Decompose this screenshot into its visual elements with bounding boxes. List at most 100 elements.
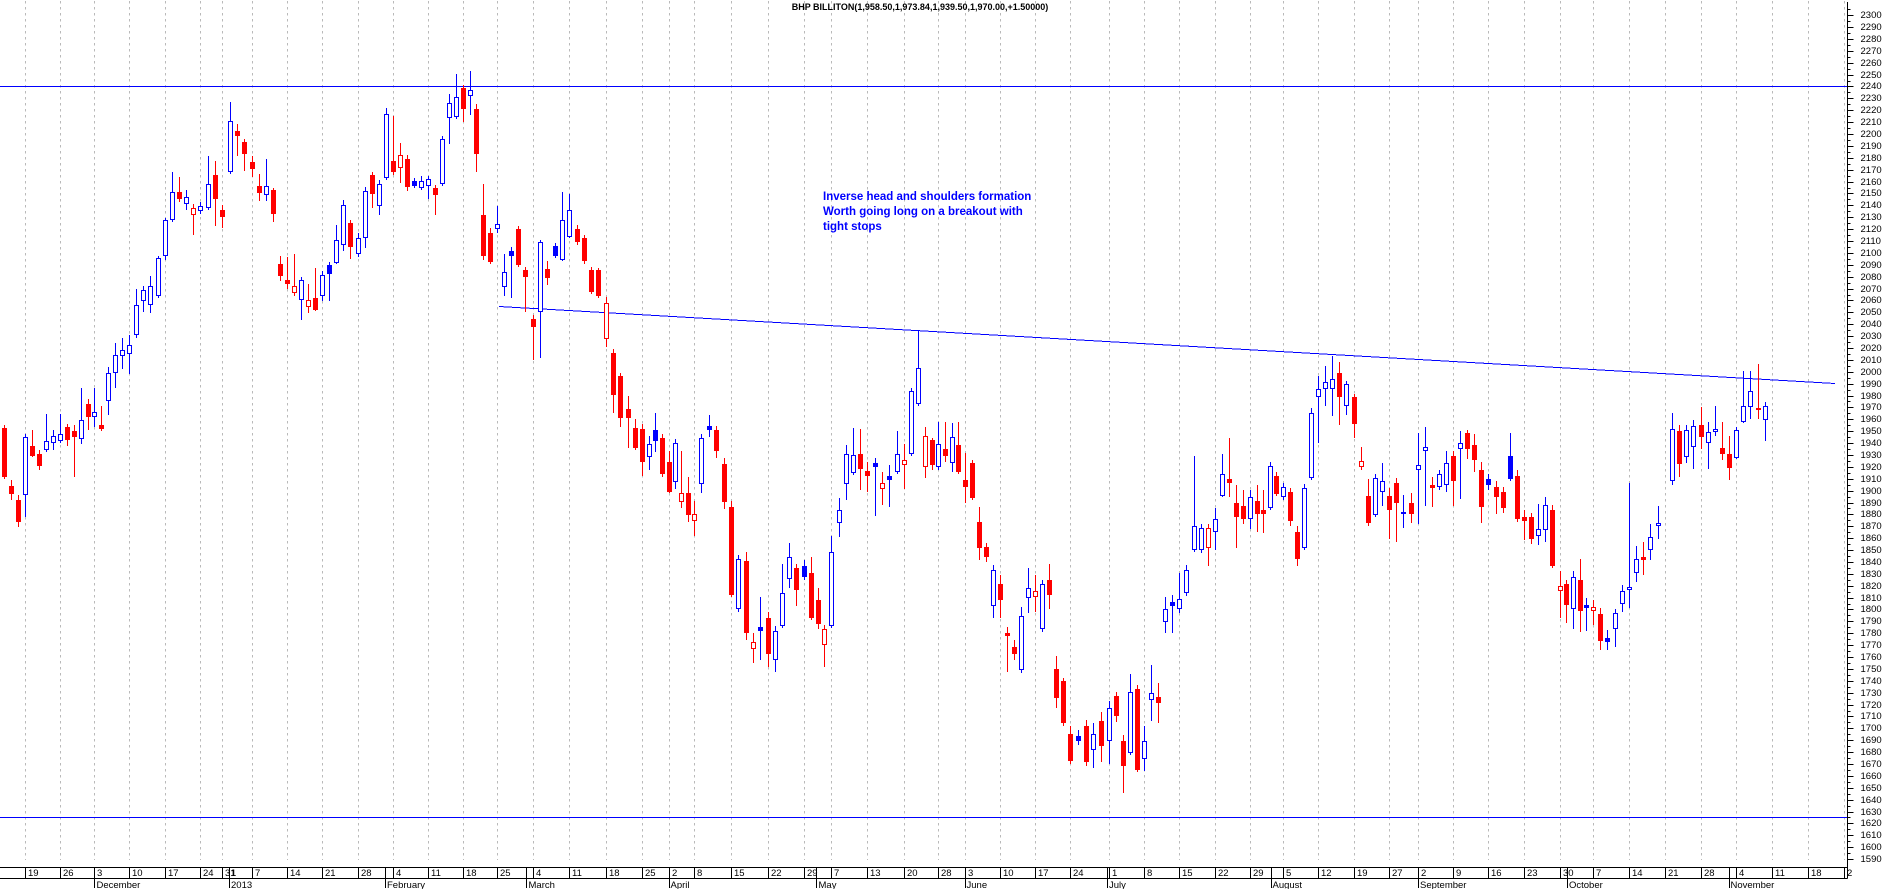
svg-text:18: 18 (609, 868, 620, 879)
svg-text:1860: 1860 (1861, 533, 1882, 544)
svg-text:7: 7 (255, 868, 260, 879)
svg-text:1: 1 (1112, 868, 1117, 879)
svg-text:1740: 1740 (1861, 676, 1882, 687)
svg-text:1590: 1590 (1861, 854, 1882, 865)
svg-text:2160: 2160 (1861, 177, 1882, 188)
svg-text:June: June (967, 880, 988, 889)
svg-text:1950: 1950 (1861, 426, 1882, 437)
svg-text:Worth going long on a breakout: Worth going long on a breakout with (823, 206, 1023, 218)
svg-text:2200: 2200 (1861, 129, 1882, 140)
svg-text:2170: 2170 (1861, 165, 1882, 176)
svg-text:2060: 2060 (1861, 295, 1882, 306)
svg-text:1850: 1850 (1861, 545, 1882, 556)
svg-text:2040: 2040 (1861, 319, 1882, 330)
svg-text:1830: 1830 (1861, 569, 1882, 580)
svg-text:2280: 2280 (1861, 34, 1882, 45)
svg-text:2010: 2010 (1861, 355, 1882, 366)
svg-text:2220: 2220 (1861, 105, 1882, 116)
svg-text:2270: 2270 (1861, 46, 1882, 57)
svg-text:1910: 1910 (1861, 474, 1882, 485)
svg-text:22: 22 (771, 868, 782, 879)
svg-text:29: 29 (807, 868, 818, 879)
svg-text:Inverse head and shoulders for: Inverse head and shoulders formation (823, 191, 1031, 203)
svg-text:27: 27 (1392, 868, 1403, 879)
svg-text:2110: 2110 (1861, 236, 1881, 247)
svg-text:3: 3 (968, 868, 973, 879)
svg-text:19: 19 (1357, 868, 1368, 879)
svg-text:4: 4 (1739, 868, 1744, 879)
svg-text:28: 28 (361, 868, 372, 879)
svg-text:4: 4 (396, 868, 401, 879)
svg-text:28: 28 (941, 868, 952, 879)
svg-text:1800: 1800 (1861, 604, 1882, 615)
svg-text:April: April (671, 880, 690, 889)
svg-text:14: 14 (290, 868, 301, 879)
svg-text:2130: 2130 (1861, 212, 1882, 223)
svg-text:15: 15 (1182, 868, 1193, 879)
svg-text:23: 23 (1527, 868, 1538, 879)
svg-text:2070: 2070 (1861, 284, 1882, 295)
svg-text:1790: 1790 (1861, 616, 1882, 627)
svg-text:18: 18 (1811, 868, 1822, 879)
svg-text:BHP BILLITON(1,958.50,1,973.84: BHP BILLITON(1,958.50,1,973.84,1,939.50,… (792, 2, 1049, 12)
svg-text:2140: 2140 (1861, 200, 1882, 211)
svg-text:1880: 1880 (1861, 509, 1882, 520)
svg-text:November: November (1731, 880, 1775, 889)
svg-text:21: 21 (325, 868, 336, 879)
svg-text:September: September (1420, 880, 1466, 889)
svg-text:1810: 1810 (1861, 593, 1882, 604)
svg-text:2210: 2210 (1861, 117, 1882, 128)
svg-text:1840: 1840 (1861, 557, 1882, 568)
svg-text:7: 7 (834, 868, 839, 879)
svg-text:9: 9 (1456, 868, 1461, 879)
svg-text:1970: 1970 (1861, 402, 1882, 413)
svg-text:8: 8 (697, 868, 702, 879)
svg-text:2: 2 (672, 868, 677, 879)
svg-text:4: 4 (536, 868, 541, 879)
svg-text:10: 10 (132, 868, 143, 879)
svg-text:11: 11 (572, 868, 582, 879)
svg-text:30: 30 (1563, 868, 1574, 879)
svg-text:2: 2 (1847, 868, 1852, 879)
svg-text:1700: 1700 (1861, 723, 1882, 734)
svg-text:1710: 1710 (1861, 711, 1882, 722)
svg-text:1650: 1650 (1861, 783, 1882, 794)
svg-text:2120: 2120 (1861, 224, 1882, 235)
svg-text:1770: 1770 (1861, 640, 1882, 651)
svg-text:1640: 1640 (1861, 795, 1882, 806)
svg-text:1960: 1960 (1861, 414, 1882, 425)
svg-text:10: 10 (1003, 868, 1014, 879)
svg-text:21: 21 (1668, 868, 1679, 879)
svg-text:1750: 1750 (1861, 664, 1882, 675)
svg-text:8: 8 (1147, 868, 1152, 879)
svg-text:26: 26 (63, 868, 74, 879)
svg-text:31: 31 (225, 868, 236, 879)
svg-text:1600: 1600 (1861, 842, 1882, 853)
svg-text:3: 3 (97, 868, 102, 879)
svg-text:1820: 1820 (1861, 581, 1882, 592)
svg-text:1930: 1930 (1861, 450, 1882, 461)
svg-text:2030: 2030 (1861, 331, 1882, 342)
svg-text:11: 11 (431, 868, 441, 879)
svg-text:1780: 1780 (1861, 628, 1882, 639)
svg-text:24: 24 (1073, 868, 1084, 879)
svg-text:1: 1 (231, 868, 236, 879)
svg-text:2050: 2050 (1861, 307, 1882, 318)
svg-text:July: July (1109, 880, 1126, 889)
svg-text:25: 25 (645, 868, 656, 879)
svg-text:1990: 1990 (1861, 379, 1882, 390)
svg-text:2190: 2190 (1861, 141, 1882, 152)
svg-text:1670: 1670 (1861, 759, 1882, 770)
svg-text:2240: 2240 (1861, 81, 1882, 92)
svg-text:2: 2 (1421, 868, 1426, 879)
svg-text:1920: 1920 (1861, 462, 1882, 473)
svg-text:2090: 2090 (1861, 260, 1882, 271)
svg-text:2290: 2290 (1861, 22, 1882, 33)
svg-text:1730: 1730 (1861, 688, 1882, 699)
svg-text:29: 29 (1253, 868, 1264, 879)
svg-text:1890: 1890 (1861, 498, 1882, 509)
svg-text:February: February (387, 880, 425, 889)
svg-text:28: 28 (1704, 868, 1715, 879)
svg-text:16: 16 (1491, 868, 1502, 879)
svg-text:1660: 1660 (1861, 771, 1882, 782)
